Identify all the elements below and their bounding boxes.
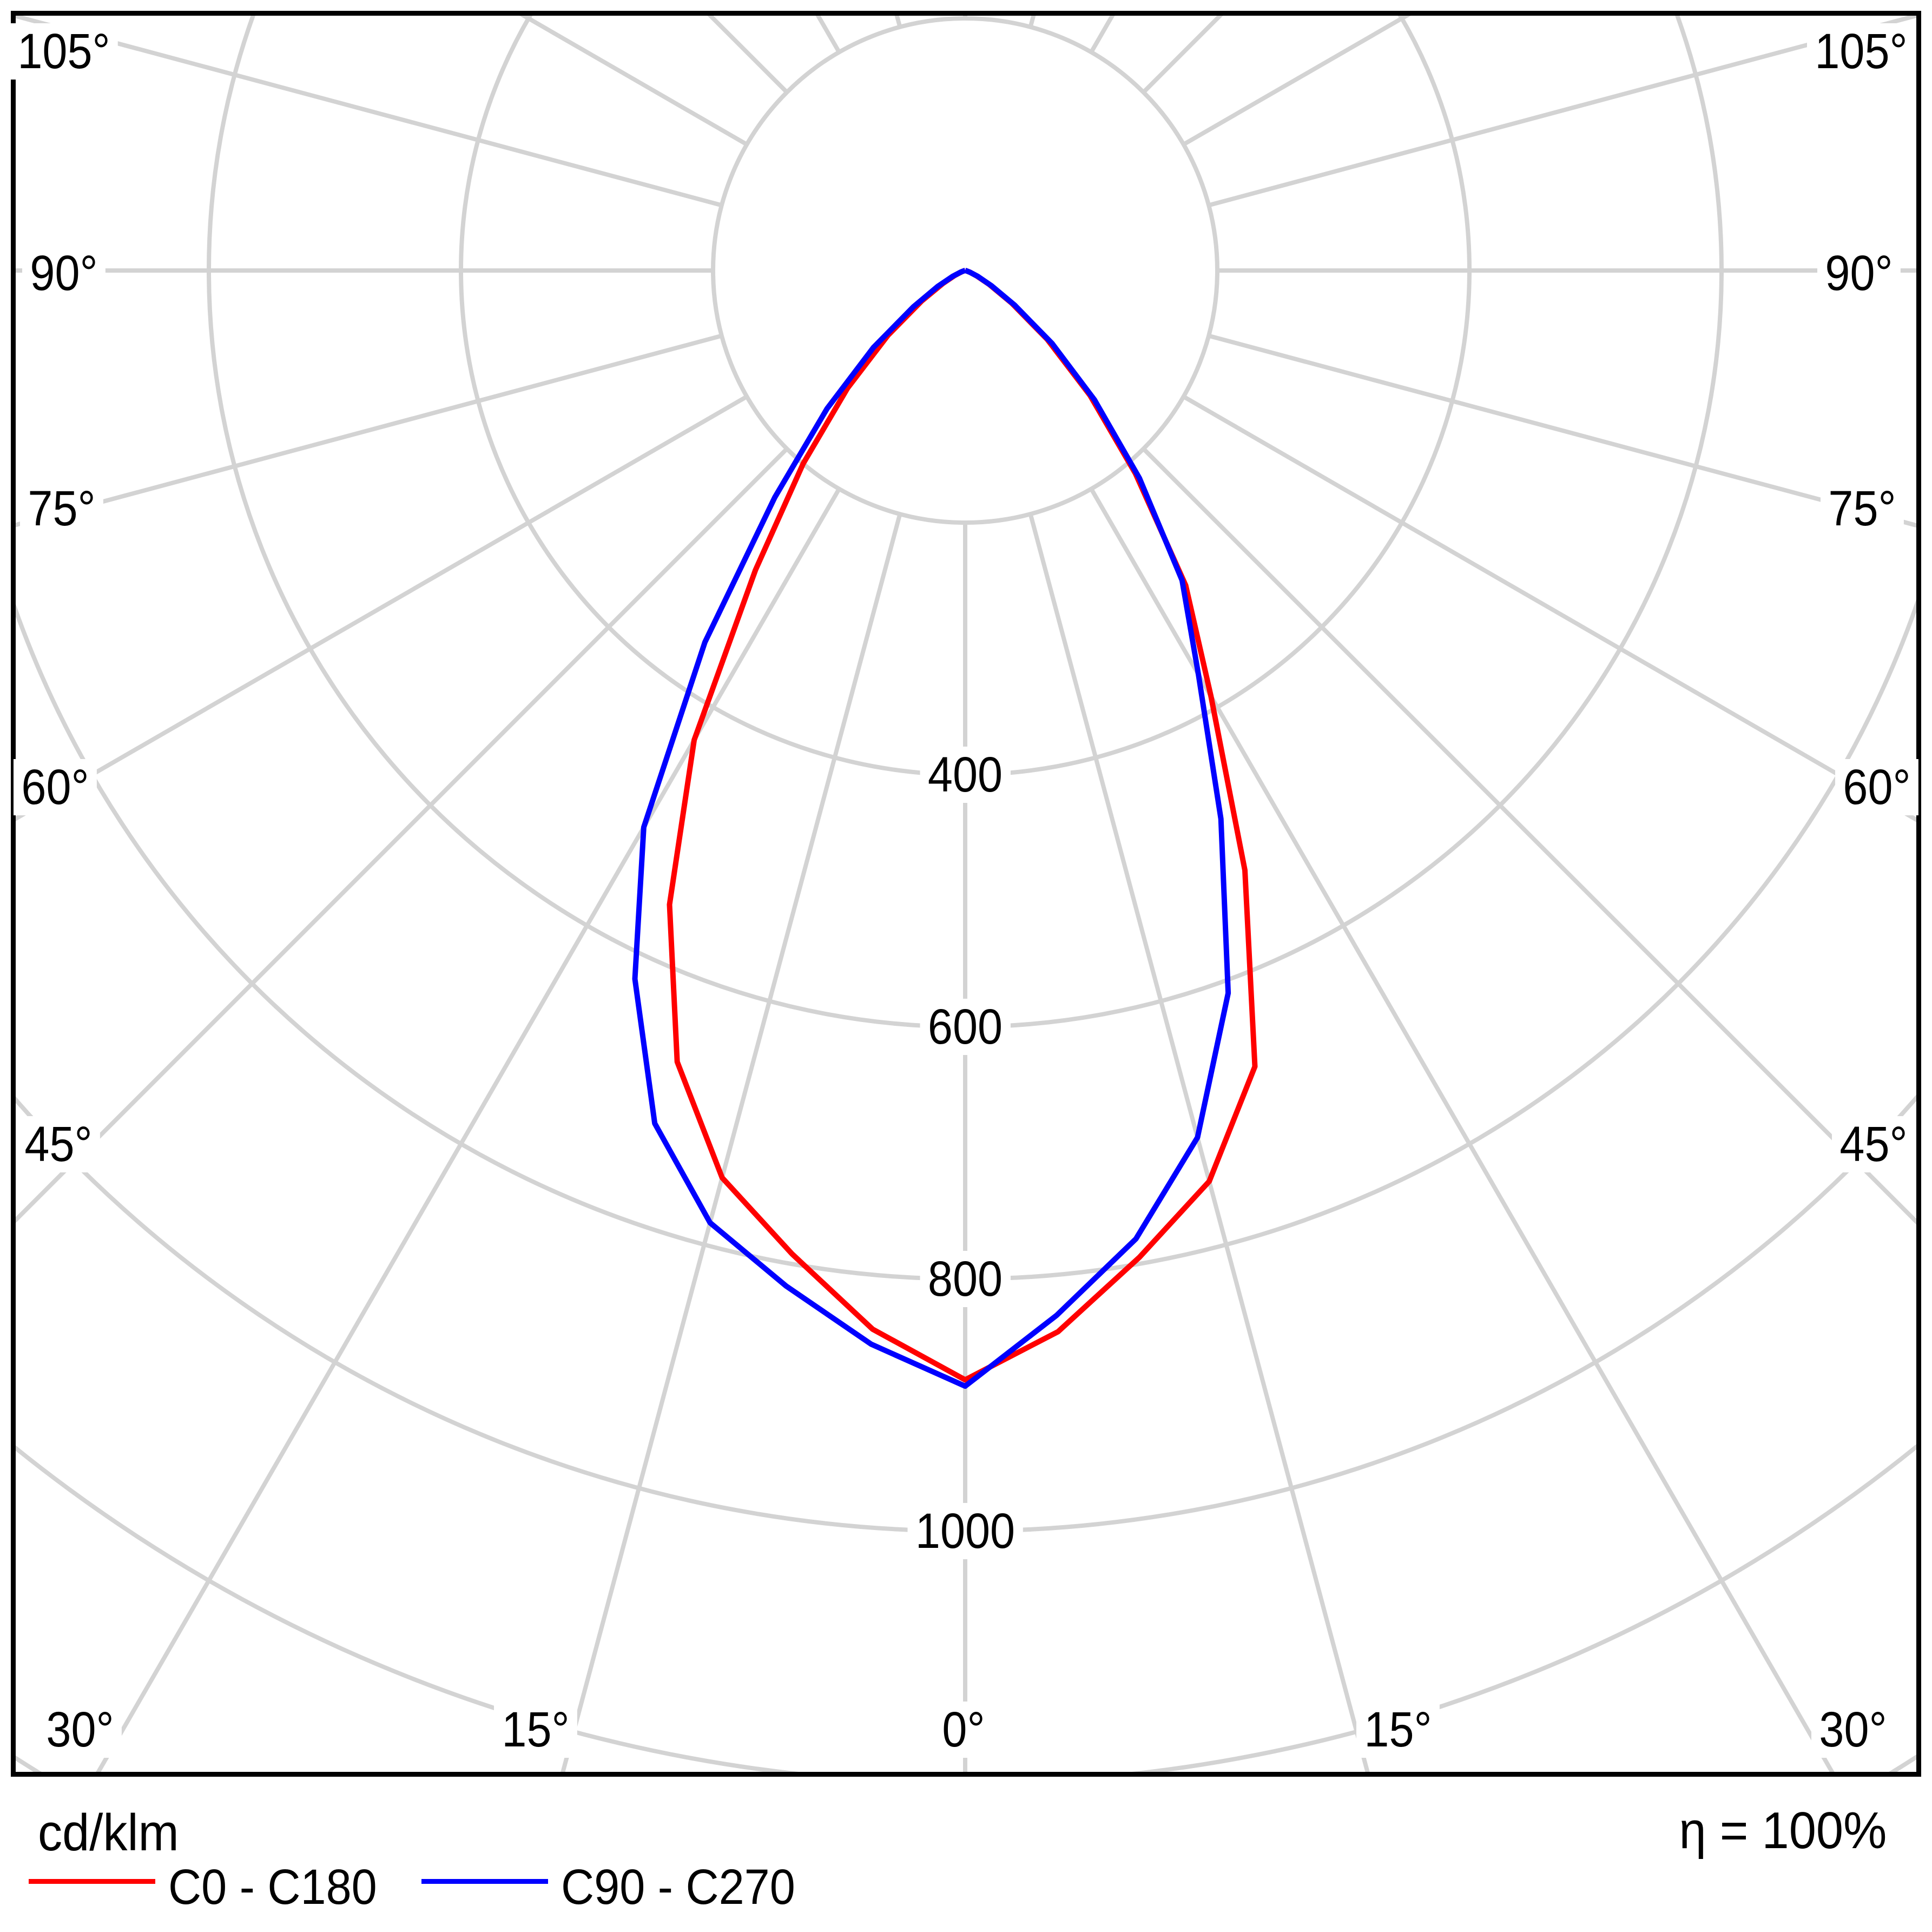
grid-radial-255deg: [16, 16, 722, 208]
grid-radial-315deg: [16, 447, 789, 1223]
curve-C0-C180: [667, 268, 1258, 1383]
grid-radial-105deg: [1208, 16, 1916, 208]
grid-radial-15deg: [1028, 513, 1370, 1772]
grid-radial-30deg: [1089, 487, 1835, 1772]
grid-radial-285deg: [16, 333, 722, 527]
grid-radial-300deg: [16, 394, 748, 821]
grid-radial-60deg: [1182, 394, 1916, 822]
curve-C90-C270: [632, 268, 1231, 1389]
grid-radial-120deg: [1182, 16, 1411, 147]
plot-border: [11, 11, 1921, 1777]
units-label: cd/klm: [38, 1804, 179, 1862]
legend-label-c90-c270: C90 - C270: [561, 1860, 795, 1915]
grid-radial-45deg: [1142, 447, 1916, 1225]
legend-swatch-c0-c180: [29, 1879, 155, 1884]
legend-label-c0-c180: C0 - C180: [168, 1860, 377, 1915]
grid-radial-75deg: [1208, 333, 1916, 528]
legend-swatch-c90-c270: [421, 1879, 548, 1884]
efficiency-label: η = 100%: [1679, 1802, 1887, 1860]
grid-radial-240deg: [519, 16, 748, 147]
grid-radial-330deg: [96, 487, 841, 1772]
grid-radial-345deg: [561, 513, 902, 1772]
